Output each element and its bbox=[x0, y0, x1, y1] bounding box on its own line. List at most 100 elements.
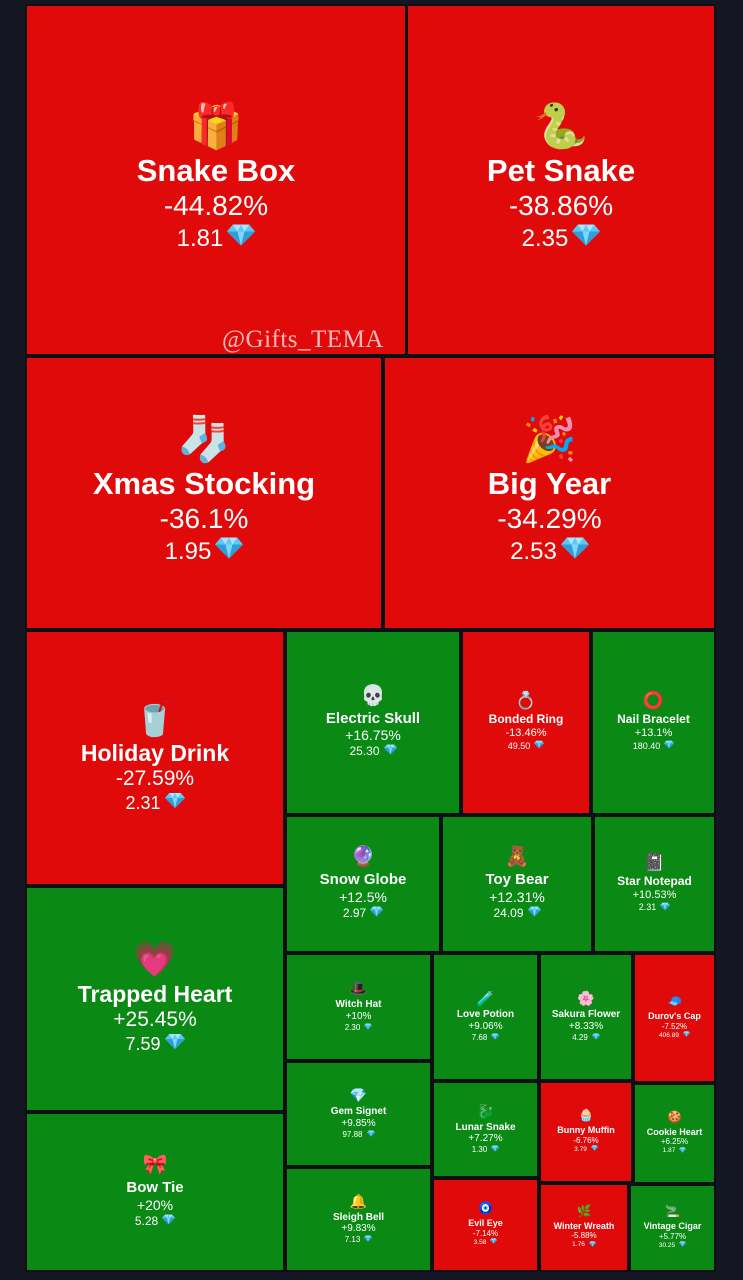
diamond-icon bbox=[364, 1235, 373, 1245]
tile-price: 2.31 bbox=[638, 902, 657, 913]
tile-change: -5.88% bbox=[571, 1231, 597, 1241]
tile-change: +9.06% bbox=[468, 1020, 503, 1032]
tile-change: -38.86% bbox=[508, 190, 614, 222]
tile-name: Pet Snake bbox=[486, 153, 636, 189]
tile-price-row: 4.29 bbox=[572, 1033, 600, 1043]
treemap-tile-star-notepad: 📓 Star Notepad +10.53% 2.31 bbox=[593, 815, 716, 953]
year-2025-icon: 🎉 bbox=[522, 415, 577, 465]
diamond-icon bbox=[560, 536, 589, 568]
treemap-tile-sakura-flower: 🌸 Sakura Flower +8.33% 4.29 bbox=[539, 953, 633, 1081]
tile-name: Bonded Ring bbox=[488, 712, 564, 727]
tile-price-row: 7.59 bbox=[125, 1033, 185, 1056]
tile-change: +12.5% bbox=[339, 888, 387, 905]
diamond-icon bbox=[164, 1033, 185, 1056]
tile-price-row: 1.81 bbox=[177, 223, 256, 255]
tile-price: 3.58 bbox=[473, 1238, 487, 1246]
tile-change: +16.75% bbox=[345, 727, 401, 744]
tile-name: Trapped Heart bbox=[77, 980, 233, 1007]
tile-price: 2.30 bbox=[344, 1022, 361, 1032]
tile-price: 1.76 bbox=[572, 1241, 585, 1249]
tile-price-row: 3.79 bbox=[574, 1145, 598, 1154]
cap-icon: 🧢 bbox=[667, 994, 682, 1009]
sakura-icon: 🌸 bbox=[577, 990, 595, 1007]
tile-price: 180.40 bbox=[632, 740, 661, 751]
tile-name: Witch Hat bbox=[335, 999, 382, 1011]
treemap-tile-toy-bear: 🧸 Toy Bear +12.31% 24.09 bbox=[441, 815, 593, 953]
tile-price-row: 2.53 bbox=[510, 536, 589, 568]
tile-change: -7.14% bbox=[472, 1228, 499, 1238]
diamond-icon bbox=[491, 1033, 500, 1043]
witch-hat-icon: 🎩 bbox=[349, 980, 368, 997]
tile-change: +9.85% bbox=[341, 1117, 376, 1129]
ring-icon: 💍 bbox=[515, 691, 537, 711]
diamond-icon bbox=[591, 1033, 600, 1043]
trapped-heart-icon: 💗 bbox=[133, 940, 177, 979]
diamond-icon bbox=[491, 1145, 500, 1155]
tile-name: Love Potion bbox=[456, 1009, 515, 1021]
bracelet-icon: ⭕ bbox=[642, 691, 665, 711]
diamond-icon bbox=[527, 906, 541, 921]
tile-change: +9.83% bbox=[341, 1223, 376, 1235]
diamond-icon bbox=[227, 223, 256, 255]
tile-change: -44.82% bbox=[163, 190, 269, 222]
tile-name: Snow Globe bbox=[319, 871, 407, 889]
diamond-icon bbox=[534, 740, 545, 752]
tile-price: 7.13 bbox=[344, 1235, 361, 1245]
treemap-tile-big-year: 🎉 Big Year -34.29% 2.53 bbox=[383, 356, 716, 630]
holiday-drink-icon: 🥤 bbox=[133, 699, 177, 738]
tile-price: 25.30 bbox=[349, 744, 380, 759]
tile-price: 97.88 bbox=[342, 1129, 363, 1139]
teddy-bear-icon: 🧸 bbox=[504, 846, 530, 869]
tile-price-row: 2.97 bbox=[343, 906, 384, 921]
treemap-tile-xmas-stocking: 🧦 Xmas Stocking -36.1% 1.95 bbox=[25, 356, 383, 630]
tile-price-row: 7.68 bbox=[472, 1033, 500, 1043]
tile-name: Xmas Stocking bbox=[92, 466, 316, 502]
tile-price: 49.50 bbox=[507, 740, 531, 751]
treemap-tile-electric-skull: 💀 Electric Skull +16.75% 25.30 bbox=[285, 630, 461, 815]
lunar-snake-icon: 🐉 bbox=[476, 1102, 495, 1119]
treemap-tile-bow-tie: 🎀 Bow Tie +20% 5.28 bbox=[25, 1112, 285, 1272]
tile-price: 3.79 bbox=[574, 1145, 587, 1153]
stocking-icon: 🧦 bbox=[176, 415, 232, 465]
tile-change: +10.53% bbox=[632, 888, 677, 901]
diamond-icon bbox=[364, 1023, 373, 1033]
tile-price-row: 24.09 bbox=[493, 906, 541, 921]
tile-name: Star Notepad bbox=[617, 873, 692, 888]
treemap-tile-durov-s-cap: 🧢 Durov's Cap -7.52% 406.89 bbox=[633, 953, 716, 1083]
diamond-icon bbox=[572, 223, 601, 255]
tile-price-row: 97.88 bbox=[342, 1129, 375, 1140]
tile-price-row: 2.30 bbox=[345, 1023, 373, 1033]
diamond-icon bbox=[164, 792, 185, 815]
diamond-icon bbox=[490, 1238, 498, 1247]
tile-name: Vintage Cigar bbox=[643, 1221, 702, 1232]
tile-price-row: 7.13 bbox=[345, 1235, 373, 1245]
tile-change: +7.27% bbox=[468, 1133, 503, 1145]
tile-name: Snake Box bbox=[136, 153, 296, 189]
treemap-tile-sleigh-bell: 🔔 Sleigh Bell +9.83% 7.13 bbox=[285, 1167, 432, 1272]
diamond-icon bbox=[590, 1145, 598, 1154]
muffin-icon: 🧁 bbox=[578, 1108, 594, 1123]
gift-box-icon: 🎁 bbox=[188, 102, 244, 152]
snow-globe-icon: 🔮 bbox=[350, 846, 376, 869]
tile-price: 4.29 bbox=[572, 1032, 588, 1042]
treemap-tile-witch-hat: 🎩 Witch Hat +10% 2.30 bbox=[285, 953, 432, 1061]
tile-price-row: 1.76 bbox=[572, 1241, 596, 1250]
treemap-tile-nail-bracelet: ⭕ Nail Bracelet +13.1% 180.40 bbox=[591, 630, 716, 815]
treemap-tile-evil-eye: 🧿 Evil Eye -7.14% 3.58 bbox=[432, 1178, 539, 1272]
diamond-icon bbox=[215, 536, 244, 568]
tile-price: 1.87 bbox=[662, 1147, 676, 1155]
tile-price: 7.68 bbox=[471, 1032, 488, 1042]
tile-name: Durov's Cap bbox=[648, 1011, 701, 1022]
evil-eye-icon: 🧿 bbox=[478, 1201, 493, 1216]
diamond-icon bbox=[679, 1147, 687, 1156]
tile-price: 1.95 bbox=[164, 537, 212, 565]
tile-name: Big Year bbox=[487, 466, 612, 502]
treemap-tile-trapped-heart: 💗 Trapped Heart +25.45% 7.59 bbox=[25, 886, 285, 1112]
tile-change: +8.33% bbox=[568, 1020, 604, 1032]
bow-tie-icon: 🎀 bbox=[142, 1154, 168, 1177]
diamond-icon bbox=[588, 1241, 596, 1250]
tile-price-row: 2.35 bbox=[522, 223, 601, 255]
treemap-tile-vintage-cigar: 🚬 Vintage Cigar +5.77% 30.25 bbox=[629, 1184, 716, 1272]
watermark: @Gifts_TEMA bbox=[222, 326, 384, 353]
